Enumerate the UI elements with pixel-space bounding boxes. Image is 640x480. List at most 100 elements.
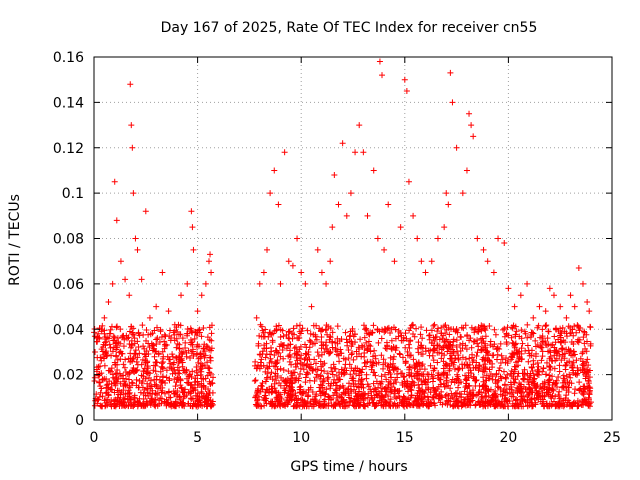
data-point-marker — [487, 386, 494, 393]
data-point-marker — [427, 399, 434, 406]
data-point-marker — [113, 324, 120, 331]
data-point-marker — [319, 378, 326, 385]
data-point-marker — [190, 352, 197, 359]
data-point-marker — [490, 398, 497, 405]
data-point-marker — [458, 399, 465, 406]
x-tick-label: 15 — [396, 430, 414, 446]
data-point-marker — [563, 314, 570, 321]
data-point-marker — [511, 303, 518, 310]
data-point-marker — [363, 375, 370, 382]
data-point-marker — [491, 326, 498, 333]
data-point-marker — [103, 338, 110, 345]
data-point-marker — [108, 386, 115, 393]
data-point-marker — [130, 325, 137, 332]
data-point-marker — [498, 352, 505, 359]
data-point-marker — [344, 342, 351, 349]
data-point-marker — [103, 389, 110, 396]
data-point-marker — [458, 394, 465, 401]
data-point-marker — [449, 346, 456, 353]
data-point-marker — [461, 361, 468, 368]
data-point-marker — [159, 379, 166, 386]
data-point-marker — [188, 396, 195, 403]
data-point-marker — [124, 382, 131, 389]
data-point-marker — [451, 366, 458, 373]
data-point-marker — [260, 269, 267, 276]
data-point-marker — [522, 347, 529, 354]
data-point-marker — [276, 380, 283, 387]
data-point-marker — [492, 387, 499, 394]
data-point-marker — [256, 393, 263, 400]
data-point-marker — [570, 348, 577, 355]
data-point-marker — [314, 349, 321, 356]
data-point-marker — [297, 370, 304, 377]
data-point-marker — [254, 402, 261, 409]
data-point-marker — [376, 58, 383, 65]
data-point-marker — [128, 379, 135, 386]
data-point-marker — [518, 335, 525, 342]
data-point-marker — [118, 399, 125, 406]
data-point-marker — [349, 340, 356, 347]
data-point-marker — [339, 382, 346, 389]
data-point-marker — [556, 332, 563, 339]
data-point-marker — [120, 361, 127, 368]
data-point-marker — [314, 246, 321, 253]
data-point-marker — [497, 359, 504, 366]
data-point-marker — [209, 389, 216, 396]
data-point-marker — [466, 399, 473, 405]
data-point-marker — [485, 352, 492, 359]
data-point-marker — [504, 360, 511, 367]
data-point-marker — [268, 331, 275, 338]
data-point-marker — [453, 144, 460, 151]
data-point-marker — [586, 403, 593, 410]
data-point-marker — [129, 358, 136, 365]
data-point-marker — [267, 190, 274, 197]
y-tick-label: 0.1 — [62, 186, 84, 202]
data-point-marker — [559, 351, 566, 358]
data-point-marker — [416, 372, 423, 379]
data-point-marker — [537, 384, 544, 391]
data-point-marker — [472, 325, 479, 332]
data-point-marker — [262, 326, 269, 333]
data-point-marker — [503, 339, 510, 346]
data-point-marker — [482, 333, 489, 340]
data-point-marker — [378, 388, 385, 395]
data-point-marker — [114, 335, 121, 342]
data-point-marker — [186, 373, 193, 380]
data-point-marker — [566, 371, 573, 378]
data-point-marker — [257, 359, 264, 366]
data-point-marker — [347, 332, 354, 339]
data-point-marker — [357, 380, 364, 387]
data-point-marker — [347, 190, 354, 197]
data-point-marker — [378, 373, 385, 380]
data-point-marker — [370, 167, 377, 174]
data-point-marker — [171, 321, 178, 328]
data-point-marker — [129, 402, 136, 409]
data-point-marker — [532, 337, 539, 344]
data-point-marker — [131, 395, 138, 402]
data-point-marker — [402, 358, 409, 365]
data-point-marker — [324, 345, 331, 352]
data-point-marker — [201, 401, 208, 408]
data-point-marker — [382, 386, 389, 393]
data-point-marker — [197, 350, 204, 357]
data-point-marker — [423, 327, 430, 334]
data-point-marker — [408, 392, 415, 399]
data-point-marker — [501, 325, 508, 332]
data-point-marker — [443, 362, 450, 369]
data-point-marker — [106, 367, 113, 374]
data-point-marker — [486, 322, 493, 329]
data-point-marker — [404, 348, 411, 355]
data-point-marker — [113, 339, 120, 346]
data-point-marker — [318, 333, 325, 340]
data-point-marker — [302, 355, 309, 362]
data-point-marker — [251, 377, 258, 384]
data-point-marker — [296, 322, 303, 329]
data-point-marker — [545, 348, 552, 355]
data-point-marker — [395, 327, 402, 334]
data-point-marker — [326, 350, 333, 357]
data-point-marker — [95, 335, 102, 342]
data-point-marker — [166, 364, 173, 371]
data-point-marker — [529, 389, 536, 396]
data-point-marker — [338, 394, 345, 401]
data-point-marker — [197, 363, 204, 370]
